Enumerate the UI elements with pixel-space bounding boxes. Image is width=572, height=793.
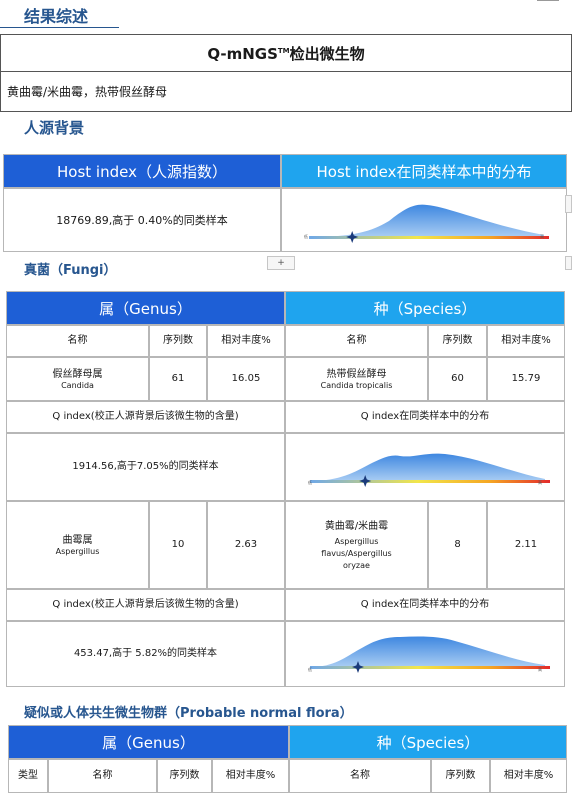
- host-distribution-chart: [309, 204, 549, 243]
- fungi-col-species-reads: 序列数: [428, 325, 487, 357]
- species-latin-line-2: flavus/Aspergillus: [321, 548, 392, 558]
- q-index-distribution-curve: [310, 636, 545, 667]
- summary-section-title: 结果综述: [24, 7, 89, 26]
- genus-abundance: 2.63: [207, 501, 285, 589]
- species-reads: 60: [428, 357, 487, 401]
- q-index-value: 453.47,高于 5.82%的同类样本: [73, 648, 218, 660]
- summary-detected-text: 黄曲霉/米曲霉，热带假丝酵母: [7, 85, 168, 99]
- flora-col-species-reads: 序列数: [431, 759, 490, 793]
- summary-header-cell: Q-mNGSTM检出微生物: [0, 34, 572, 72]
- host-section-title: 人源背景: [24, 119, 85, 137]
- fungi-genus-header: 属（Genus）: [6, 291, 285, 325]
- side-expand-handle-1[interactable]: [565, 195, 572, 213]
- fungi-section-title: 真菌（Fungi）: [24, 263, 117, 278]
- species-cn-name: 黄曲霉/米曲霉: [324, 521, 389, 533]
- species-latin-line-1: Aspergillus: [334, 536, 379, 546]
- summary-title-underline: [0, 27, 119, 28]
- genus-reads: 61: [149, 357, 207, 401]
- genus-cn-name: 曲霉属: [62, 534, 93, 546]
- genus-latin-name: Candida: [61, 381, 94, 391]
- genus-cn-name: 假丝酵母属: [52, 368, 103, 380]
- host-index-value: 18769.89,高于 0.40%的同类样本: [56, 214, 228, 227]
- species-cn-name: 热带假丝酵母: [326, 368, 387, 380]
- host-distribution-curve: [309, 204, 544, 237]
- host-distribution-header: Host index在同类样本中的分布: [281, 154, 567, 188]
- fungi-species-header: 种（Species）: [285, 291, 565, 325]
- expand-button[interactable]: +: [267, 256, 295, 270]
- q-index-label: Q index(校正人源背景后该微生物的含量): [6, 401, 285, 433]
- species-reads: 8: [428, 501, 487, 589]
- summary-header: Q-mNGSTM检出微生物: [207, 43, 364, 64]
- fungi-col-genus-abundance: 相对丰度%: [207, 325, 285, 357]
- summary-header-brand: Q-mNGS: [207, 44, 278, 63]
- q-axis-low: 低: [308, 667, 312, 672]
- q-index-distribution-baseline: [310, 666, 550, 669]
- genus-reads: 10: [149, 501, 207, 589]
- q-axis-high: 高: [538, 480, 542, 485]
- host-index-header: Host index（人源指数）: [3, 154, 281, 188]
- q-index-marker: [352, 661, 364, 673]
- flora-species-header: 种（Species）: [289, 725, 567, 759]
- summary-header-text: 检出微生物: [289, 44, 365, 63]
- species-abundance: 15.79: [487, 357, 565, 401]
- q-index-value-cell: 453.47,高于 5.82%的同类样本: [6, 621, 285, 687]
- table-row-species-name: 黄曲霉/米曲霉 Aspergillus flavus/Aspergillus o…: [285, 501, 428, 589]
- species-abundance: 2.11: [487, 501, 565, 589]
- q-index-distribution-cell: 低 高: [285, 621, 565, 687]
- host-distribution-baseline: [309, 236, 549, 239]
- fungi-col-species-abundance: 相对丰度%: [487, 325, 565, 357]
- flora-col-genus-name: 名称: [48, 759, 157, 793]
- q-index-distribution-cell: 低 高: [285, 433, 565, 501]
- q-index-distribution-label: Q index在同类样本中的分布: [285, 589, 565, 621]
- summary-header-tm: TM: [277, 46, 290, 55]
- q-index-distribution-curve: [310, 453, 545, 481]
- fungi-col-species-name: 名称: [285, 325, 428, 357]
- flora-col-species-name: 名称: [289, 759, 431, 793]
- q-index-distribution-chart: [310, 636, 550, 673]
- species-latin-line-3: oryzae: [343, 560, 370, 570]
- flora-genus-header: 属（Genus）: [8, 725, 289, 759]
- q-index-value: 1914.56,高于7.05%的同类样本: [72, 461, 219, 473]
- genus-abundance: 16.05: [207, 357, 285, 401]
- host-axis-high: 高: [540, 234, 544, 239]
- genus-latin-name: Aspergillus: [55, 547, 100, 557]
- top-right-rule: [537, 0, 559, 1]
- table-row-species-name: 热带假丝酵母 Candida tropicalis: [285, 357, 428, 401]
- q-index-marker: [359, 475, 372, 487]
- q-index-value-cell: 1914.56,高于7.05%的同类样本: [6, 433, 285, 501]
- flora-col-genus-abundance: 相对丰度%: [212, 759, 289, 793]
- q-index-distribution-label: Q index在同类样本中的分布: [285, 401, 565, 433]
- host-index-value-cell: 18769.89,高于 0.40%的同类样本: [3, 188, 281, 252]
- q-index-label: Q index(校正人源背景后该微生物的含量): [6, 589, 285, 621]
- flora-col-genus-reads: 序列数: [157, 759, 212, 793]
- table-row-genus-name: 假丝酵母属 Candida: [6, 357, 149, 401]
- fungi-col-genus-name: 名称: [6, 325, 149, 357]
- flora-col-type: 类型: [8, 759, 48, 793]
- host-distribution-cell: 低 高: [281, 188, 567, 252]
- side-expand-handle-2[interactable]: [565, 256, 572, 270]
- fungi-col-genus-reads: 序列数: [149, 325, 207, 357]
- host-marker: [346, 231, 359, 243]
- table-row-genus-name: 曲霉属 Aspergillus: [6, 501, 149, 589]
- host-axis-low: 低: [304, 234, 308, 239]
- summary-detected-cell: 黄曲霉/米曲霉，热带假丝酵母: [0, 72, 572, 112]
- q-axis-high: 高: [538, 667, 542, 672]
- flora-col-species-abundance: 相对丰度%: [490, 759, 567, 793]
- q-axis-low: 低: [308, 480, 312, 485]
- species-latin-name: Candida tropicalis: [320, 381, 393, 391]
- q-index-distribution-chart: [310, 453, 550, 487]
- q-index-distribution-baseline: [310, 480, 550, 483]
- flora-section-title: 疑似或人体共生微生物群（Probable normal flora）: [24, 706, 353, 721]
